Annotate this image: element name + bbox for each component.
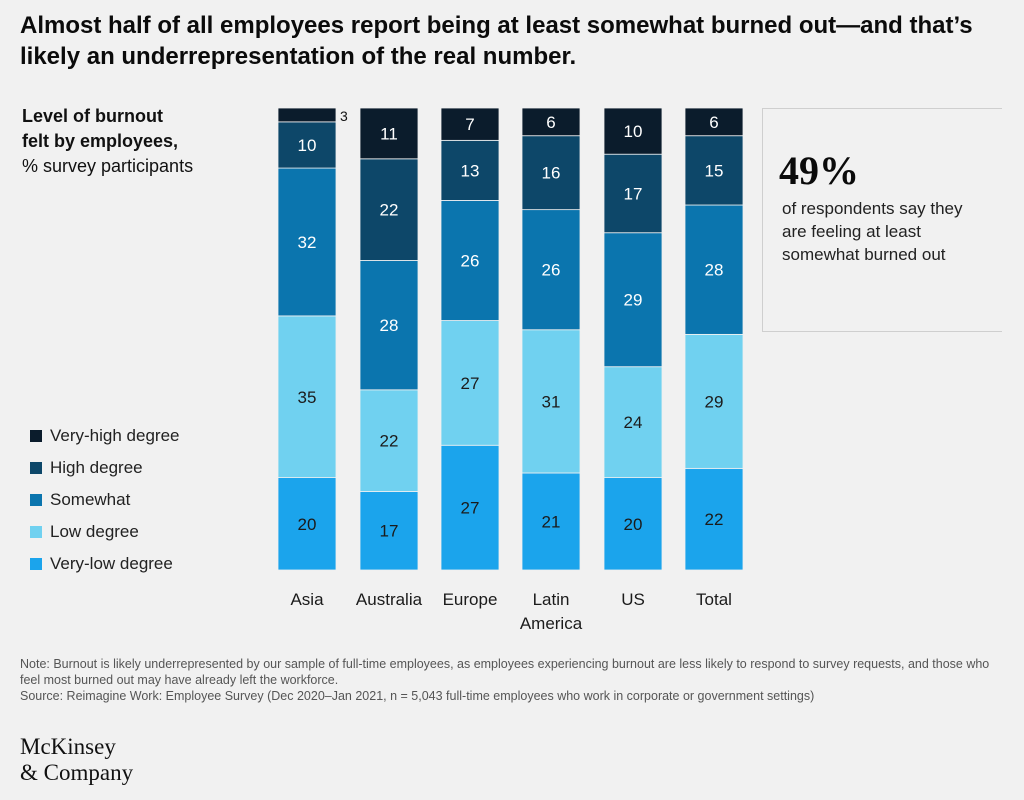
legend-label-low-degree: Low degree (50, 522, 139, 541)
legend-label-very-low-degree: Very-low degree (50, 554, 173, 573)
bar-total-somewhat (684, 204, 744, 335)
bar-australia-somewhat (359, 260, 419, 391)
legend-item-somewhat: Somewhat (30, 484, 179, 516)
legend-swatch-high-degree (30, 462, 42, 474)
data-label-us-low-degree: 24 (624, 413, 643, 432)
bar-us-somewhat (603, 232, 663, 368)
legend-label-high-degree: High degree (50, 458, 143, 477)
data-label-europe-very-low-degree: 27 (461, 499, 480, 518)
callout-text: of respondents say they are feeling at l… (782, 199, 963, 264)
legend-item-very-low-degree: Very-low degree (30, 548, 179, 580)
bar-total-high-degree (684, 135, 744, 206)
legend-item-high-degree: High degree (30, 452, 179, 484)
note-text: Note: Burnout is likely underrepresented… (20, 657, 990, 687)
bar-europe-somewhat (440, 199, 500, 321)
data-label-total-somewhat: 28 (705, 261, 724, 280)
data-label-asia-very-high-degree: 3 (340, 108, 348, 124)
data-label-latin-america-very-low-degree: 21 (542, 512, 561, 531)
logo-line-2: & Company (20, 760, 134, 785)
data-label-australia-high-degree: 22 (380, 201, 399, 220)
legend-swatch-somewhat (30, 494, 42, 506)
bar-us-low-degree (603, 366, 663, 478)
bar-europe-low-degree (440, 320, 500, 446)
bar-asia-high-degree (277, 121, 337, 169)
category-label-asia: Asia (290, 590, 324, 609)
bar-europe-high-degree (440, 139, 500, 201)
bar-total-very-low-degree (684, 467, 744, 571)
bar-asia-low-degree (277, 315, 337, 478)
data-label-asia-high-degree: 10 (298, 136, 317, 155)
data-label-australia-low-degree: 22 (380, 432, 399, 451)
data-label-total-high-degree: 15 (705, 161, 724, 180)
footnotes: Note: Burnout is likely underrepresented… (20, 656, 1010, 704)
data-label-total-very-low-degree: 22 (705, 510, 724, 529)
category-label-latin-america-line-1: Latin (533, 590, 570, 609)
axis-title: Level of burnout felt by employees, % su… (22, 104, 262, 179)
bar-australia-very-low-degree (359, 491, 419, 571)
bar-asia-very-low-degree (277, 477, 337, 571)
callout-value: 49% (779, 148, 859, 193)
bar-australia-low-degree (359, 389, 419, 492)
data-label-us-somewhat: 29 (624, 291, 643, 310)
legend-label-very-high-degree: Very-high degree (50, 426, 180, 445)
data-label-us-high-degree: 17 (624, 184, 643, 203)
data-label-europe-low-degree: 27 (461, 374, 480, 393)
bar-latin-america-low-degree (521, 329, 581, 474)
axis-title-line-3: % survey participants (22, 156, 194, 176)
category-label-latin-america-line-2: America (520, 614, 583, 633)
data-label-latin-america-high-degree: 16 (542, 164, 561, 183)
bar-us-very-high-degree (603, 107, 663, 155)
data-label-europe-high-degree: 13 (461, 161, 480, 180)
bar-us-very-low-degree (603, 477, 663, 571)
data-label-latin-america-low-degree: 31 (542, 392, 561, 411)
data-label-total-very-high-degree: 6 (709, 113, 718, 132)
bar-latin-america-high-degree (521, 135, 581, 211)
legend-swatch-very-low-degree (30, 558, 42, 570)
bar-us-high-degree (603, 153, 663, 234)
axis-title-line-1: Level of burnout (22, 106, 163, 126)
category-label-total: Total (696, 590, 732, 609)
legend-label-somewhat: Somewhat (50, 490, 131, 509)
legend-swatch-low-degree (30, 526, 42, 538)
bar-total-low-degree (684, 333, 744, 469)
axis-title-line-2: felt by employees, (22, 131, 179, 151)
bar-europe-very-low-degree (440, 444, 500, 571)
legend: Very-high degree High degree Somewhat Low d… (30, 420, 179, 580)
bar-asia-somewhat (277, 167, 337, 317)
mckinsey-logo: McKinsey & Company (20, 734, 133, 786)
data-label-asia-low-degree: 35 (298, 388, 317, 407)
bar-australia-very-high-degree (359, 107, 419, 160)
bar-australia-high-degree (359, 158, 419, 261)
legend-item-low-degree: Low degree (30, 516, 179, 548)
legend-item-very-high-degree: Very-high degree (30, 420, 179, 452)
data-label-latin-america-somewhat: 26 (542, 261, 561, 280)
data-label-us-very-high-degree: 10 (624, 122, 643, 141)
data-label-us-very-low-degree: 20 (624, 515, 643, 534)
data-label-australia-somewhat: 28 (380, 316, 399, 335)
legend-swatch-very-high-degree (30, 430, 42, 442)
data-label-asia-very-low-degree: 20 (298, 515, 317, 534)
data-label-europe-somewhat: 26 (461, 251, 480, 270)
data-label-australia-very-low-degree: 17 (380, 522, 399, 541)
category-label-australia: Australia (356, 590, 423, 609)
bar-latin-america-very-low-degree (521, 472, 581, 571)
category-label-us: US (621, 590, 645, 609)
data-label-europe-very-high-degree: 7 (465, 115, 474, 134)
bar-europe-very-high-degree (440, 107, 500, 141)
bar-asia-very-high-degree (277, 107, 337, 123)
bar-latin-america-somewhat (521, 209, 581, 331)
data-label-asia-somewhat: 32 (298, 233, 317, 252)
bar-latin-america-very-high-degree (521, 107, 581, 137)
chart-title: Almost half of all employees report bein… (20, 12, 973, 70)
category-label-europe: Europe (443, 590, 498, 609)
data-label-latin-america-very-high-degree: 6 (546, 113, 555, 132)
data-label-australia-very-high-degree: 11 (380, 124, 398, 143)
bar-total-very-high-degree (684, 107, 744, 137)
callout-box: 49% of respondents say they are feeling … (762, 108, 1002, 332)
logo-line-1: McKinsey (20, 734, 116, 759)
source-text: Source: Reimagine Work: Employee Survey … (20, 689, 815, 703)
data-label-total-low-degree: 29 (705, 392, 724, 411)
